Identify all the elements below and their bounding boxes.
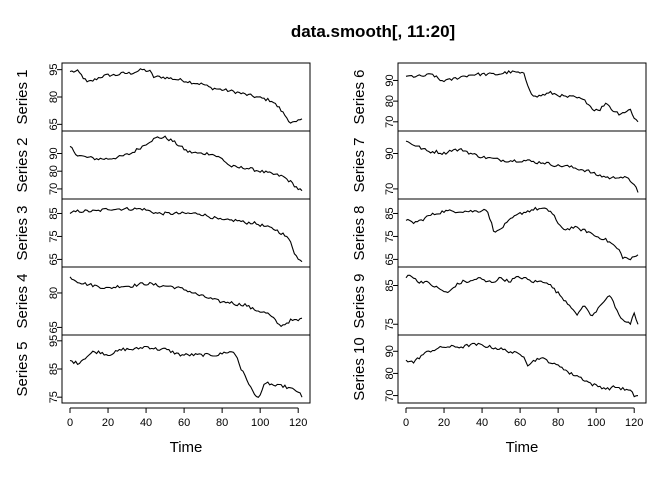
x-tick-label: 40 xyxy=(476,417,488,429)
chart-title: data.smooth[, 11:20] xyxy=(291,22,455,41)
panel-1: Series 1 65 80 95 xyxy=(14,62,311,132)
panel-frame xyxy=(397,266,647,336)
panel-frame xyxy=(61,266,311,336)
panel-4: Series 4 65 80 xyxy=(14,266,311,336)
y-tick-label: 80 xyxy=(48,287,60,299)
x-tick-label: 0 xyxy=(67,417,73,429)
panel-frame xyxy=(61,334,311,404)
y-tick-label: 80 xyxy=(384,95,396,107)
y-tick-label: 65 xyxy=(48,118,60,130)
series-line xyxy=(405,206,639,261)
panel-frame xyxy=(397,62,647,132)
x-axis-label: Time xyxy=(170,439,203,456)
y-tick-label: 80 xyxy=(48,165,60,177)
y-tick-label: 80 xyxy=(384,367,396,379)
x-tick-label: 120 xyxy=(289,417,307,429)
panel-ylabel: Series 8 xyxy=(351,205,368,260)
x-tick-label: 40 xyxy=(140,417,152,429)
series-line xyxy=(405,342,639,398)
panel-frame xyxy=(61,198,311,268)
y-tick-label: 85 xyxy=(48,363,60,375)
panel-ylabel: Series 4 xyxy=(14,273,31,328)
x-tick-label: 100 xyxy=(587,417,605,429)
series-line xyxy=(69,206,303,263)
y-tick-label: 65 xyxy=(48,321,60,333)
y-tick-label: 75 xyxy=(48,230,60,242)
y-tick-label: 70 xyxy=(384,389,396,401)
x-tick-label: 60 xyxy=(178,417,190,429)
x-tick-label: 80 xyxy=(552,417,564,429)
y-tick-label: 95 xyxy=(48,64,60,76)
y-tick-label: 75 xyxy=(48,391,60,403)
panel-frame xyxy=(61,130,311,200)
y-tick-label: 90 xyxy=(384,345,396,357)
panel-ylabel: Series 3 xyxy=(14,205,31,260)
panel-frame xyxy=(397,198,647,268)
y-tick-label: 90 xyxy=(384,74,396,86)
panel-7: Series 7 70 90 xyxy=(351,130,647,200)
y-tick-label: 70 xyxy=(384,116,396,128)
panel-ylabel: Series 7 xyxy=(351,137,368,192)
panel-9: Series 9 75 85 xyxy=(351,266,647,336)
x-tick-label: 100 xyxy=(251,417,269,429)
panel-frame xyxy=(397,130,647,200)
panel-frame xyxy=(61,62,311,132)
y-tick-label: 85 xyxy=(384,279,396,291)
panel-8: Series 8 65 75 85 xyxy=(351,198,647,268)
y-tick-label: 75 xyxy=(384,318,396,330)
y-tick-label: 90 xyxy=(48,147,60,159)
y-tick-label: 75 xyxy=(384,230,396,242)
series-line xyxy=(405,70,639,123)
series-line xyxy=(405,140,639,193)
series-line xyxy=(405,274,639,326)
panel-3: Series 3 65 75 85 xyxy=(14,198,311,268)
x-tick-label: 0 xyxy=(403,417,409,429)
panel-5: Series 5 75 85 95 0 20 40 60 80 100 120 Time xyxy=(14,334,311,456)
y-tick-label: 70 xyxy=(48,183,60,195)
series-line xyxy=(69,276,303,328)
panel-frame xyxy=(397,334,647,404)
series-line xyxy=(69,135,303,192)
panel-ylabel: Series 9 xyxy=(351,273,368,328)
y-tick-label: 80 xyxy=(48,91,60,103)
y-tick-label: 65 xyxy=(384,253,396,265)
y-tick-label: 85 xyxy=(48,207,60,219)
x-tick-label: 120 xyxy=(625,417,643,429)
series-line xyxy=(69,68,303,124)
y-tick-label: 70 xyxy=(384,183,396,195)
y-tick-label: 85 xyxy=(384,207,396,219)
panel-ylabel: Series 5 xyxy=(14,341,31,396)
panel-6: Series 6 70 80 90 xyxy=(351,62,647,132)
x-tick-label: 20 xyxy=(102,417,114,429)
panel-ylabel: Series 10 xyxy=(351,337,368,400)
panels-layer: Series 1 65 80 95 Series 2 70 80 90 Series 3 65 75… xyxy=(14,62,647,456)
panel-ylabel: Series 2 xyxy=(14,137,31,192)
panel-10: Series 10 70 80 90 0 20 40 60 80 100 120 Time xyxy=(351,334,647,456)
panel-2: Series 2 70 80 90 xyxy=(14,130,311,200)
x-tick-label: 20 xyxy=(438,417,450,429)
series-line xyxy=(69,345,303,398)
x-tick-label: 60 xyxy=(514,417,526,429)
panel-ylabel: Series 6 xyxy=(351,69,368,124)
y-tick-label: 65 xyxy=(48,253,60,265)
x-axis-label: Time xyxy=(506,439,539,456)
panel-ylabel: Series 1 xyxy=(14,69,31,124)
y-tick-label: 95 xyxy=(48,335,60,347)
y-tick-label: 90 xyxy=(384,147,396,159)
x-tick-label: 80 xyxy=(216,417,228,429)
